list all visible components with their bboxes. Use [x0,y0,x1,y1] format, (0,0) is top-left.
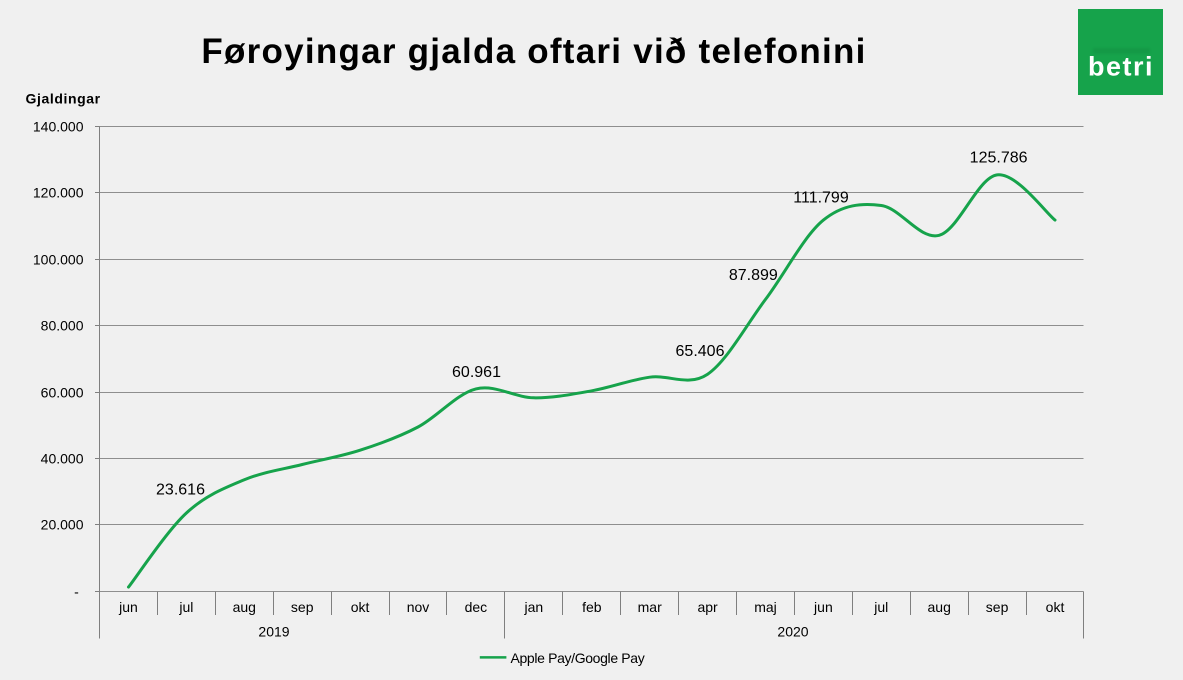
svg-text:80.000: 80.000 [41,318,84,334]
svg-text:2019: 2019 [258,624,289,640]
svg-text:sep: sep [986,599,1009,615]
svg-text:betri: betri [1088,51,1154,81]
svg-text:65.406: 65.406 [676,343,725,360]
svg-text:feb: feb [582,599,602,615]
svg-text:Føroyingar gjalda oftari við t: Føroyingar gjalda oftari við telefonini [201,32,866,71]
svg-text:jan: jan [523,599,543,615]
svg-text:jun: jun [813,599,833,615]
svg-text:87.899: 87.899 [729,267,778,284]
svg-text:111.799: 111.799 [793,190,849,207]
svg-text:-: - [74,584,79,600]
svg-text:okt: okt [351,599,370,615]
svg-text:sep: sep [291,599,314,615]
svg-text:40.000: 40.000 [41,451,84,467]
svg-text:maj: maj [754,599,777,615]
svg-text:20.000: 20.000 [41,517,84,533]
svg-text:okt: okt [1046,599,1065,615]
svg-text:nov: nov [407,599,430,615]
svg-text:2020: 2020 [777,624,808,640]
svg-text:jul: jul [178,599,193,615]
svg-text:mar: mar [638,599,662,615]
svg-text:dec: dec [465,599,488,615]
svg-text:140.000: 140.000 [33,119,84,135]
svg-text:Apple Pay/Google Pay: Apple Pay/Google Pay [511,650,645,666]
svg-text:jun: jun [118,599,138,615]
svg-text:100.000: 100.000 [33,252,84,268]
svg-text:aug: aug [233,599,256,615]
svg-text:23.616: 23.616 [156,481,205,498]
svg-text:120.000: 120.000 [33,185,84,201]
svg-text:jul: jul [873,599,888,615]
svg-text:60.961: 60.961 [452,364,501,381]
svg-text:125.786: 125.786 [970,149,1028,166]
svg-text:Gjaldingar: Gjaldingar [26,91,101,107]
svg-text:aug: aug [928,599,951,615]
svg-text:apr: apr [697,599,718,615]
svg-text:60.000: 60.000 [41,385,84,401]
